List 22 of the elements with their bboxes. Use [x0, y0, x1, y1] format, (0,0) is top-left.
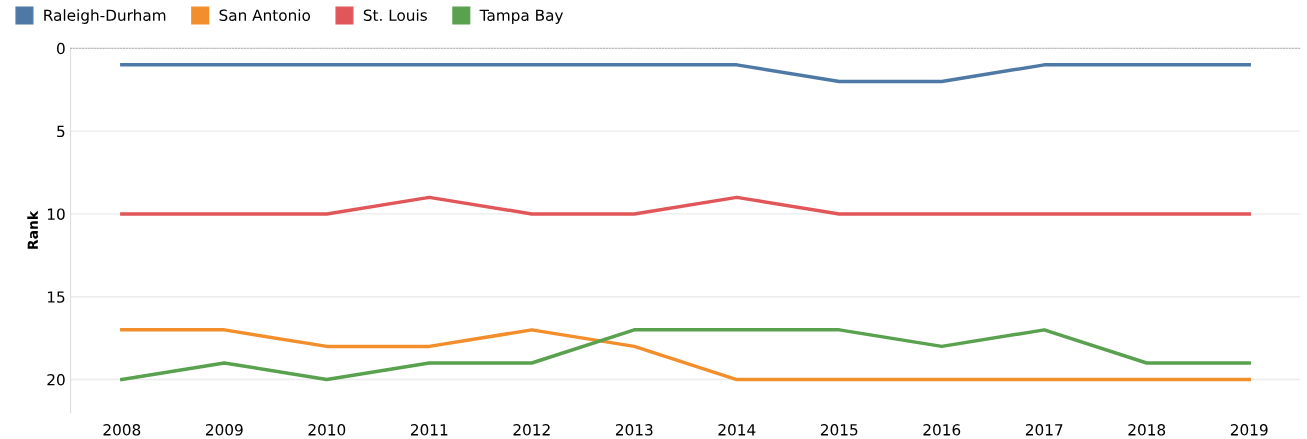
x-tick-label: 2012	[513, 424, 550, 436]
x-tick-label: 2016	[923, 424, 961, 436]
y-tick-label: 0	[57, 42, 65, 55]
x-tick-label: 2015	[820, 424, 858, 436]
legend-label: San Antonio	[219, 9, 311, 21]
x-tick-label: 2018	[1128, 424, 1166, 436]
x-tick-label: 2009	[205, 424, 243, 436]
legend-label: Raleigh-Durham	[44, 9, 166, 24]
x-tick-label: 2019	[1230, 424, 1268, 436]
y-tick-label: 10	[47, 208, 65, 220]
legend-label: Tampa Bay	[479, 9, 564, 24]
x-tick-label: 2011	[410, 424, 448, 436]
y-axis-title: Rank	[27, 210, 39, 249]
y-tick-label: 20	[47, 374, 65, 386]
x-tick-label: 2014	[718, 424, 756, 436]
x-tick-label: 2013	[615, 424, 653, 436]
legend-label: St. Louis	[363, 9, 427, 21]
y-tick-label: 5	[57, 125, 65, 138]
x-tick-label: 2008	[103, 424, 141, 436]
x-tick-label: 2010	[308, 424, 346, 436]
x-tick-label: 2017	[1025, 424, 1063, 436]
y-tick-label: 15	[47, 291, 65, 303]
